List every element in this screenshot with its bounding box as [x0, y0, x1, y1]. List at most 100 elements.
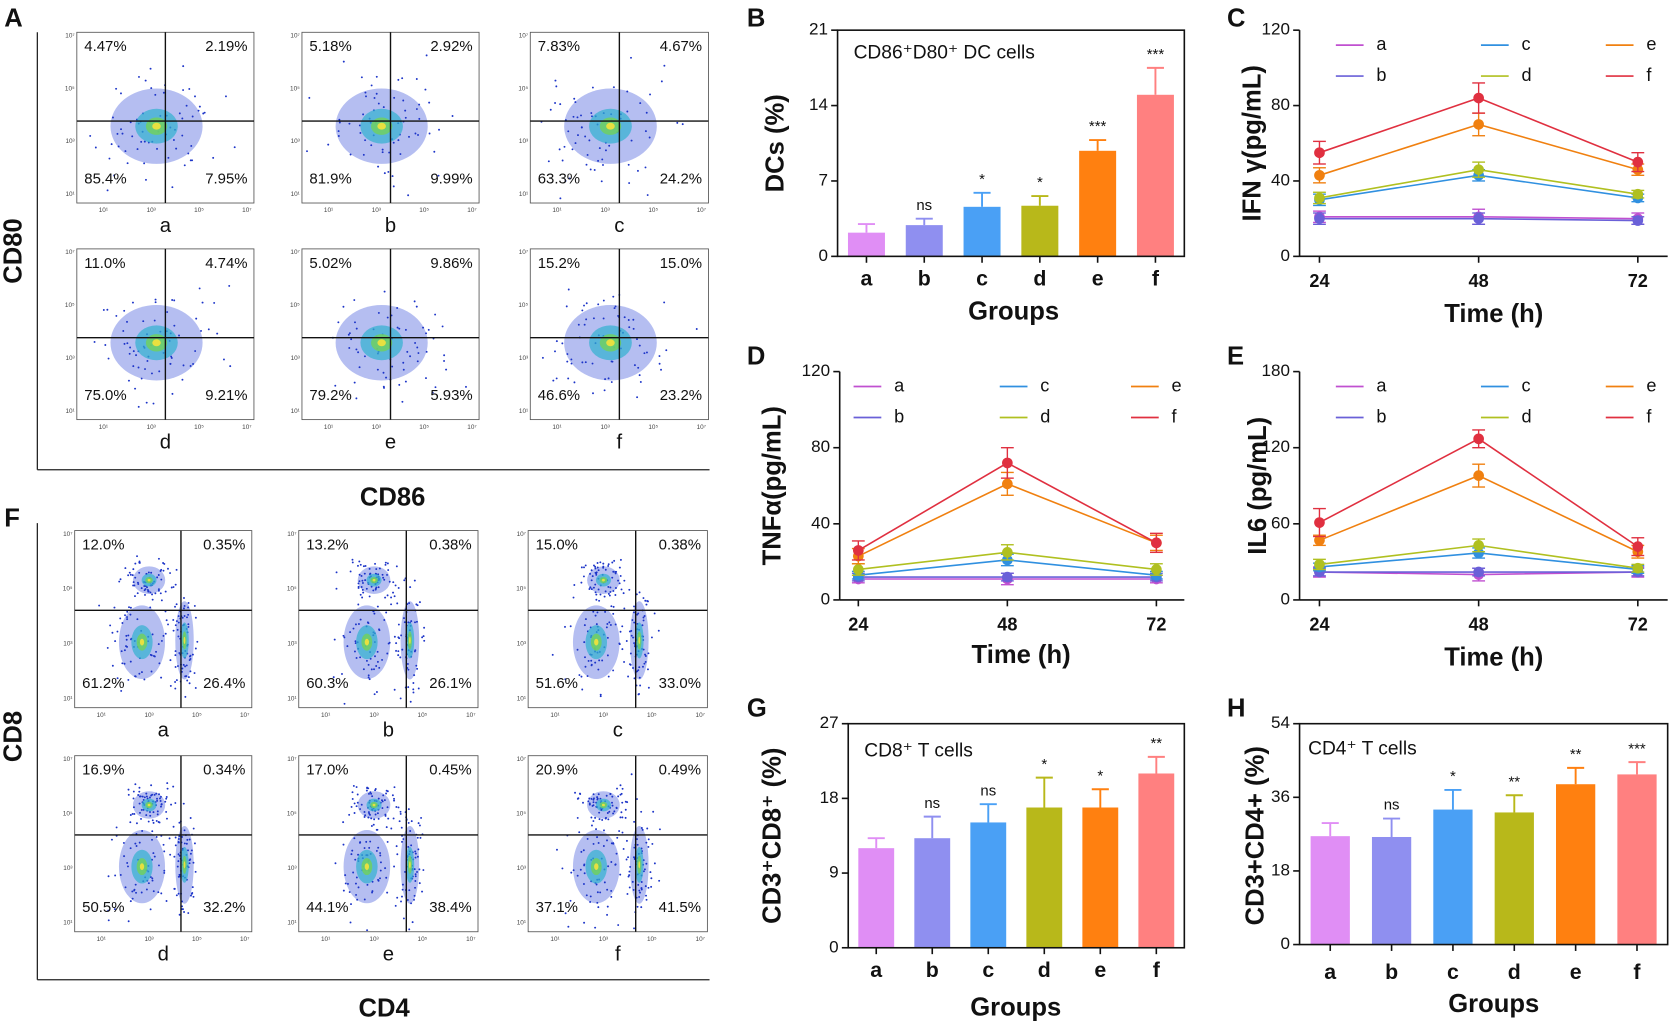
event-dot — [344, 882, 347, 885]
event-dot — [111, 631, 114, 634]
x-axis-title: Groups — [1448, 990, 1539, 1018]
y-tick-label: 180 — [1261, 361, 1289, 380]
event-dot — [370, 825, 373, 827]
event-dot — [338, 121, 341, 124]
y-tick-label: 10¹ — [519, 191, 528, 198]
event-dot — [160, 803, 163, 806]
event-dot — [126, 861, 129, 864]
event-dot — [401, 888, 404, 891]
sample-label: d — [160, 431, 171, 453]
event-dot — [581, 309, 584, 312]
event-dot — [194, 647, 197, 650]
event-dot — [627, 319, 630, 321]
event-dot — [589, 572, 592, 575]
event-dot — [373, 668, 375, 671]
event-dot — [386, 562, 389, 565]
event-dot — [127, 634, 130, 637]
event-dot — [383, 799, 386, 802]
event-dot — [128, 606, 130, 609]
event-dot — [607, 565, 610, 567]
y-tick-label: 80 — [1271, 95, 1290, 114]
y-axis-title: CD3+CD4+ (%) — [1242, 746, 1270, 925]
event-dot — [576, 874, 579, 877]
event-dot — [607, 865, 610, 868]
event-dot — [583, 863, 586, 866]
event-dot — [606, 636, 609, 639]
x-tick-label: 10¹ — [324, 207, 333, 214]
event-dot — [166, 817, 168, 820]
event-dot — [186, 616, 188, 619]
event-dot — [590, 588, 593, 591]
event-dot — [421, 636, 424, 639]
event-dot — [423, 639, 426, 642]
quadrant-percent: 4.67% — [660, 38, 702, 55]
event-dot — [580, 581, 583, 584]
event-dot — [402, 838, 405, 841]
event-dot — [554, 102, 557, 104]
sample-label: f — [615, 944, 621, 966]
event-dot — [173, 324, 176, 327]
event-dot — [558, 148, 561, 151]
event-dot — [369, 791, 372, 794]
event-dot — [596, 836, 599, 839]
density-max — [638, 861, 641, 869]
x-tick-label: 10⁷ — [466, 936, 476, 943]
event-dot — [352, 627, 355, 630]
event-dot — [387, 817, 390, 820]
density-max — [594, 638, 599, 646]
event-dot — [608, 144, 611, 147]
event-dot — [629, 663, 632, 666]
quadrant-percent: 81.9% — [309, 170, 351, 187]
sample-label: f — [617, 431, 623, 453]
event-dot — [138, 841, 141, 844]
event-dot — [186, 679, 189, 682]
event-dot — [395, 649, 398, 652]
x-axis-title: Time (h) — [1444, 300, 1543, 328]
event-dot — [144, 368, 146, 370]
event-dot — [174, 836, 177, 839]
event-dot — [580, 675, 583, 678]
y-tick-label: 0 — [1280, 246, 1290, 265]
event-dot — [370, 817, 373, 820]
event-dot — [396, 896, 399, 899]
event-dot — [337, 135, 340, 137]
event-dot — [178, 821, 181, 824]
event-dot — [181, 378, 184, 381]
event-dot — [348, 891, 351, 893]
event-dot — [368, 567, 371, 570]
series-line — [1319, 437, 1639, 548]
event-dot — [222, 358, 225, 361]
event-dot — [192, 827, 195, 830]
event-dot — [178, 334, 180, 337]
event-dot — [611, 795, 614, 798]
event-dot — [597, 569, 600, 572]
event-dot — [415, 305, 418, 308]
event-dot — [610, 381, 613, 384]
density-max — [183, 636, 186, 644]
event-dot — [361, 579, 364, 582]
event-dot — [585, 302, 588, 305]
event-dot — [615, 587, 617, 589]
event-dot — [185, 104, 188, 107]
event-dot — [152, 654, 155, 657]
event-dot — [399, 153, 402, 156]
event-dot — [412, 691, 415, 694]
event-dot — [123, 309, 126, 312]
event-dot — [381, 658, 384, 661]
event-dot — [388, 641, 391, 644]
y-tick-label: 10³ — [519, 138, 528, 145]
event-dot — [420, 816, 423, 819]
event-dot — [349, 631, 352, 634]
event-dot — [361, 582, 364, 584]
event-dot — [192, 861, 195, 864]
event-dot — [601, 158, 604, 161]
event-dot — [618, 582, 621, 585]
event-dot — [202, 112, 205, 115]
event-dot — [640, 881, 643, 883]
event-dot — [129, 821, 132, 824]
event-dot — [358, 560, 361, 563]
event-dot — [357, 587, 360, 589]
event-dot — [391, 365, 394, 368]
event-dot — [145, 792, 148, 795]
event-dot — [377, 165, 380, 168]
